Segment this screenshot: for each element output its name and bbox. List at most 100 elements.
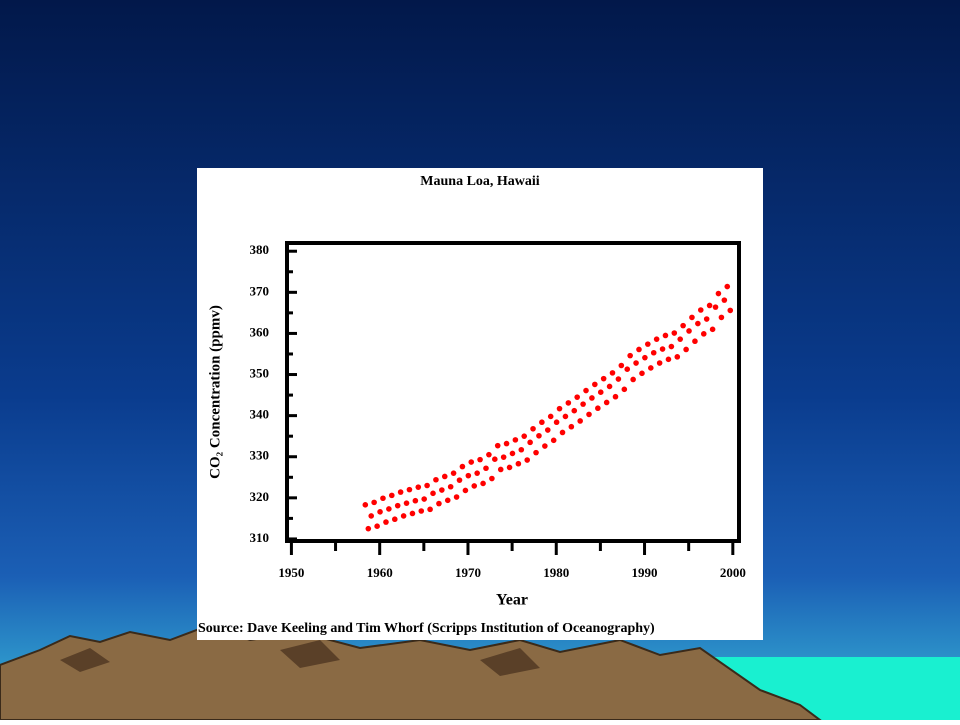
data-point xyxy=(680,322,686,329)
data-point xyxy=(403,500,410,506)
data-point xyxy=(653,336,660,342)
data-point xyxy=(527,439,533,446)
data-point xyxy=(674,354,681,360)
data-point xyxy=(568,423,575,430)
data-point xyxy=(371,499,377,506)
data-point xyxy=(583,387,589,394)
data-point xyxy=(695,320,701,327)
data-point xyxy=(509,450,516,457)
data-point xyxy=(692,338,698,345)
data-point xyxy=(565,400,572,406)
data-point xyxy=(503,440,510,447)
data-point xyxy=(497,466,504,473)
x-tick-label: 1990 xyxy=(632,565,658,580)
data-point xyxy=(571,407,578,414)
data-point xyxy=(365,525,372,532)
data-point xyxy=(712,304,719,310)
data-point xyxy=(609,370,616,376)
data-point xyxy=(480,480,486,487)
data-point xyxy=(421,496,427,502)
chart-panel xyxy=(197,168,763,640)
y-tick-label: 360 xyxy=(250,324,270,339)
data-point xyxy=(447,483,454,490)
data-point xyxy=(439,487,445,493)
mountains xyxy=(0,623,823,721)
data-point xyxy=(606,383,613,390)
data-point xyxy=(659,346,666,352)
data-point xyxy=(424,482,430,489)
data-point xyxy=(700,331,707,337)
data-point xyxy=(650,349,657,356)
data-point xyxy=(592,381,598,388)
data-point xyxy=(444,497,451,504)
data-point xyxy=(621,386,628,393)
data-point xyxy=(386,506,392,512)
data-point xyxy=(515,460,522,467)
data-point xyxy=(686,328,692,334)
data-point xyxy=(724,283,731,290)
data-point xyxy=(394,502,401,509)
data-point xyxy=(436,500,442,507)
data-point xyxy=(418,508,425,514)
data-point xyxy=(380,495,386,502)
data-point xyxy=(580,401,586,407)
data-point xyxy=(542,443,548,449)
data-point xyxy=(677,336,684,342)
data-point xyxy=(547,413,554,420)
data-point xyxy=(512,437,519,443)
data-point xyxy=(477,456,483,463)
data-point xyxy=(703,316,710,322)
data-point xyxy=(630,376,636,383)
data-point xyxy=(612,393,619,400)
data-point xyxy=(709,326,716,333)
data-point xyxy=(530,425,536,432)
data-point xyxy=(642,354,648,361)
data-point xyxy=(489,475,495,482)
data-point xyxy=(656,360,663,366)
data-point xyxy=(388,492,395,499)
data-point xyxy=(483,465,489,472)
data-point xyxy=(665,356,672,363)
data-point xyxy=(574,394,580,400)
data-point xyxy=(468,459,475,465)
data-point xyxy=(553,419,560,426)
data-point xyxy=(500,454,507,460)
data-point xyxy=(492,456,498,463)
data-point xyxy=(718,314,725,321)
data-point xyxy=(615,376,622,382)
data-point xyxy=(377,509,383,515)
data-point xyxy=(683,346,689,353)
data-point xyxy=(462,487,469,494)
data-point xyxy=(506,464,513,471)
data-point xyxy=(471,483,478,489)
data-point xyxy=(486,451,492,458)
data-point xyxy=(715,290,722,297)
data-point xyxy=(474,470,480,476)
x-tick-label: 1960 xyxy=(367,565,393,580)
data-point xyxy=(533,449,539,456)
data-point xyxy=(668,343,675,350)
data-point xyxy=(671,330,678,336)
data-point xyxy=(627,352,633,359)
data-point xyxy=(524,457,531,463)
data-point xyxy=(536,432,542,439)
data-point xyxy=(453,494,460,500)
data-point xyxy=(706,302,713,309)
y-tick-label: 380 xyxy=(250,242,270,257)
data-point xyxy=(603,399,610,406)
data-point xyxy=(550,437,557,444)
data-point xyxy=(618,362,625,369)
data-point xyxy=(633,360,639,366)
data-point xyxy=(362,502,369,508)
data-point xyxy=(456,477,463,483)
y-tick-label: 310 xyxy=(250,530,270,545)
data-point xyxy=(556,405,563,412)
y-axis-label: CO₂ Concentration (ppmv) xyxy=(207,305,223,479)
data-point xyxy=(697,307,704,313)
data-point xyxy=(397,489,404,495)
x-tick-label: 2000 xyxy=(720,565,746,580)
y-tick-label: 340 xyxy=(250,407,270,422)
data-point xyxy=(589,395,595,401)
data-point xyxy=(639,370,645,377)
data-point xyxy=(441,473,448,480)
